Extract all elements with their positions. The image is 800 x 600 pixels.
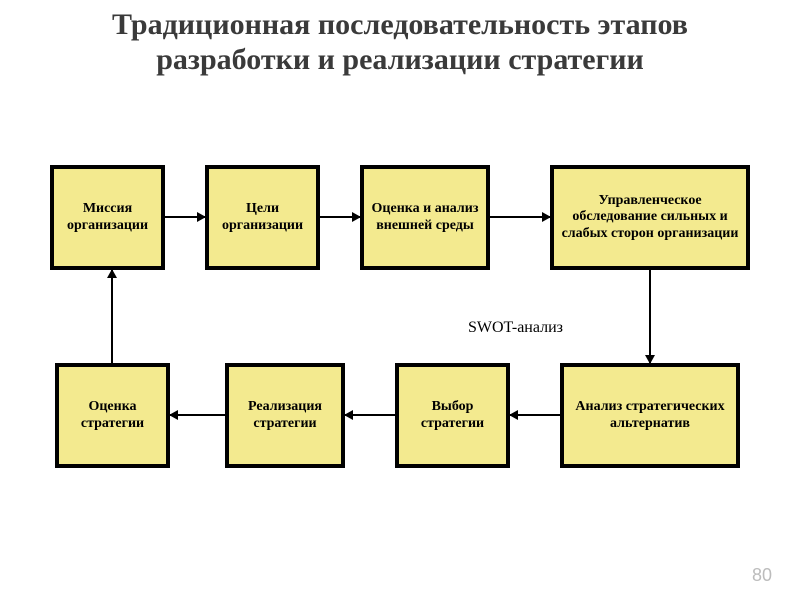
- arrow-6: [170, 414, 225, 416]
- flow-box-b4: Управленческое обследование сильных и сл…: [550, 165, 750, 270]
- arrow-4: [510, 414, 560, 416]
- flow-box-b3: Оценка и анализ внешней среды: [360, 165, 490, 270]
- arrow-3: [649, 270, 651, 363]
- arrow-7: [111, 270, 113, 363]
- flow-box-b5: Анализ стратегических альтернатив: [560, 363, 740, 468]
- page-title: Традиционная последовательность этапов р…: [0, 0, 800, 77]
- arrow-5: [345, 414, 395, 416]
- flow-diagram: Миссия организации Цели организации Оценка…: [0, 165, 800, 525]
- arrow-1: [320, 216, 360, 218]
- swot-label: SWOT-анализ: [468, 319, 563, 337]
- flow-box-b1: Миссия организации: [50, 165, 165, 270]
- flow-box-b7: Реализация стратегии: [225, 363, 345, 468]
- page-number: 80: [752, 565, 772, 586]
- arrow-2: [490, 216, 550, 218]
- flow-box-b2: Цели организации: [205, 165, 320, 270]
- flow-box-b8: Оценка стратегии: [55, 363, 170, 468]
- flow-box-b6: Выбор стратегии: [395, 363, 510, 468]
- arrow-0: [165, 216, 205, 218]
